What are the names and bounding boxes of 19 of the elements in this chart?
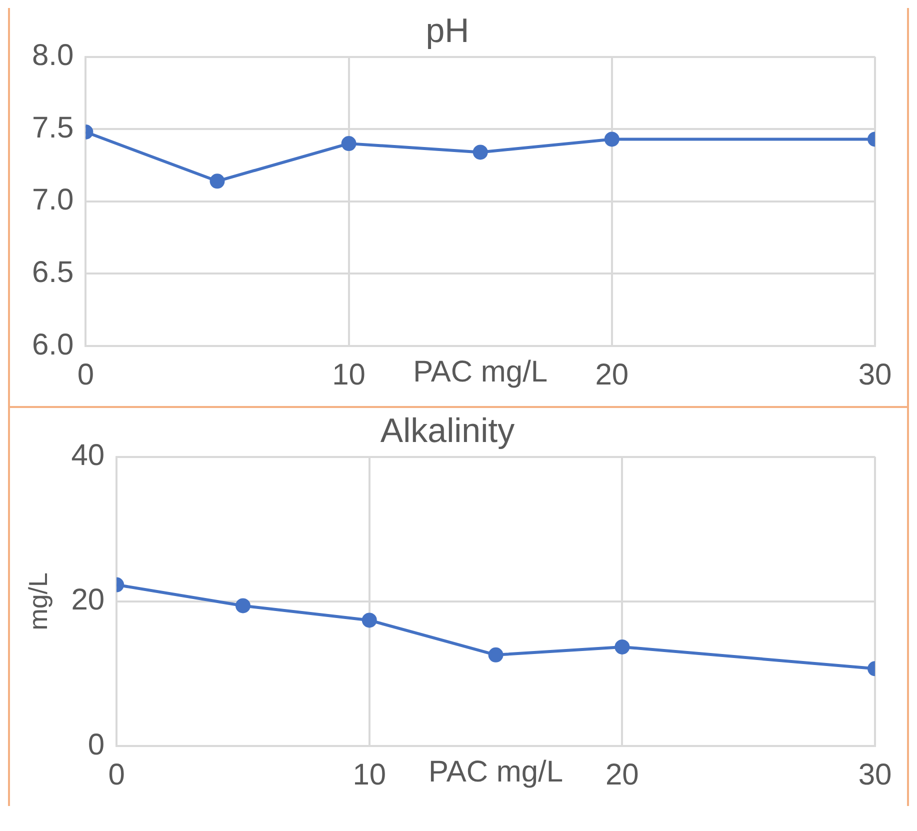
x-axis-title: PAC mg/L <box>413 355 548 388</box>
x-tick-label: 20 <box>606 758 639 792</box>
y-tick-label: 6.5 <box>32 256 74 289</box>
y-tick-label: 6.0 <box>32 328 74 362</box>
x-tick-label: 30 <box>858 758 892 792</box>
x-tick-label: 10 <box>332 358 366 392</box>
chart-title: pH <box>426 12 470 50</box>
y-tick-label: 20 <box>71 584 105 617</box>
chart-title: Alkalinity <box>380 412 515 450</box>
x-tick-label: 20 <box>595 358 629 392</box>
y-tick-label: 0 <box>88 728 105 762</box>
y-tick-label: 7.0 <box>32 184 74 217</box>
x-tick-label: 30 <box>858 358 892 392</box>
x-tick-label: 10 <box>352 758 386 792</box>
y-tick-label: 40 <box>71 439 105 472</box>
y-tick-label: 7.5 <box>32 111 74 144</box>
x-axis-title: PAC mg/L <box>428 755 564 788</box>
y-axis-title: mg/L <box>22 572 53 630</box>
y-tick-label: 8.0 <box>32 39 74 72</box>
